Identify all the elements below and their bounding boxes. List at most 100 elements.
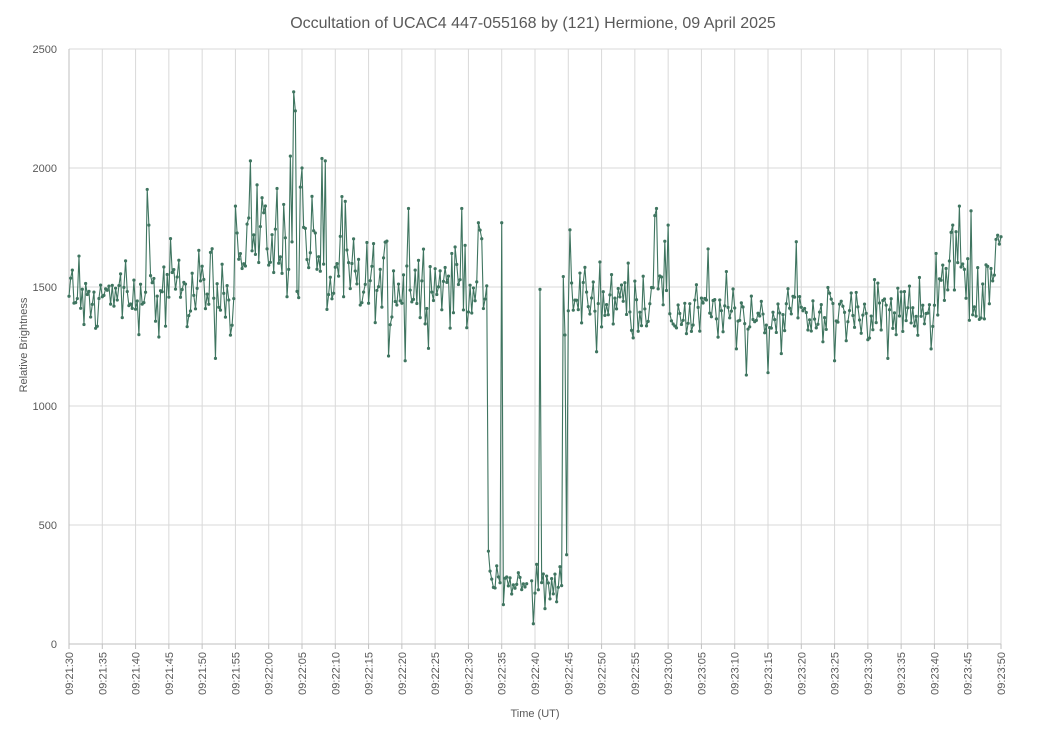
data-point xyxy=(716,335,720,339)
data-point xyxy=(551,592,555,596)
data-point xyxy=(676,303,680,307)
data-point xyxy=(822,315,827,320)
data-point xyxy=(989,266,993,271)
data-point xyxy=(353,269,357,273)
data-point xyxy=(723,304,727,308)
data-point xyxy=(87,289,91,293)
data-point xyxy=(390,315,394,319)
data-point xyxy=(178,295,183,299)
data-point xyxy=(363,282,367,286)
data-point xyxy=(804,310,808,315)
data-point xyxy=(99,283,103,287)
data-point xyxy=(766,371,770,375)
data-point xyxy=(799,305,803,309)
tick-labels: 0 500 1000 1500 2000 2500 09:21:30 09:21:35 09:2… xyxy=(33,44,1008,695)
data-point xyxy=(891,326,895,330)
data-point xyxy=(992,273,996,277)
data-point xyxy=(942,298,947,302)
data-point xyxy=(90,302,94,306)
data-point xyxy=(606,313,610,317)
data-point xyxy=(117,283,121,288)
data-point xyxy=(856,305,860,309)
data-point xyxy=(175,275,179,279)
data-point xyxy=(148,273,153,278)
data-point xyxy=(79,306,83,310)
data-point xyxy=(523,585,527,589)
data-point xyxy=(408,288,412,292)
data-point xyxy=(92,290,96,294)
data-point xyxy=(228,333,233,337)
data-point xyxy=(580,321,584,325)
data-point xyxy=(857,318,862,322)
data-point xyxy=(839,299,843,303)
data-point xyxy=(618,295,622,299)
data-point xyxy=(919,314,923,318)
data-point xyxy=(338,234,342,238)
data-point xyxy=(518,575,522,580)
data-point xyxy=(441,279,446,283)
data-point xyxy=(644,324,649,328)
data-point xyxy=(778,311,782,315)
data-point xyxy=(754,318,758,323)
data-point xyxy=(936,313,940,317)
data-point xyxy=(213,356,218,360)
data-point xyxy=(586,304,590,309)
data-point xyxy=(243,264,248,268)
data-point xyxy=(446,274,451,278)
series-line xyxy=(68,91,528,606)
data-point xyxy=(887,308,892,312)
x-tick-label: 09:23:05 xyxy=(696,652,708,695)
data-point xyxy=(403,359,407,363)
x-tick-label: 09:22:40 xyxy=(530,652,542,695)
data-point xyxy=(475,280,479,284)
data-point xyxy=(438,269,442,273)
data-point xyxy=(435,292,439,297)
data-point xyxy=(203,307,208,311)
x-tick-label: 09:22:50 xyxy=(597,652,609,695)
data-point xyxy=(628,310,632,314)
data-point xyxy=(436,285,441,289)
data-point xyxy=(944,266,948,271)
data-point xyxy=(385,239,389,243)
data-point xyxy=(150,281,154,285)
data-point xyxy=(719,309,724,313)
data-point xyxy=(257,260,261,265)
data-point xyxy=(847,308,852,313)
data-point xyxy=(371,242,376,246)
data-point xyxy=(533,591,537,595)
data-point xyxy=(651,286,655,290)
data-point xyxy=(333,265,337,269)
data-point xyxy=(589,296,594,300)
data-point xyxy=(664,288,669,293)
data-point xyxy=(381,256,386,260)
data-point xyxy=(546,581,550,585)
data-point xyxy=(188,309,193,313)
data-point xyxy=(556,585,560,589)
data-point xyxy=(921,303,925,307)
data-point xyxy=(739,301,743,305)
data-point xyxy=(330,297,334,301)
data-point xyxy=(82,322,86,327)
data-point xyxy=(137,333,141,337)
data-point xyxy=(471,286,476,290)
data-point xyxy=(112,304,116,308)
data-point xyxy=(788,306,792,310)
data-point xyxy=(876,281,880,285)
data-point xyxy=(153,319,158,323)
data-point xyxy=(327,292,331,297)
data-point xyxy=(443,265,447,270)
data-point xyxy=(366,301,371,305)
data-point xyxy=(342,295,346,299)
data-point xyxy=(698,329,702,333)
data-point xyxy=(260,196,264,200)
data-point xyxy=(433,267,437,271)
data-point xyxy=(724,269,728,274)
data-point xyxy=(832,359,837,363)
data-point xyxy=(230,323,234,327)
data-point xyxy=(729,309,733,313)
data-point xyxy=(223,315,228,319)
data-point xyxy=(350,261,354,266)
data-point xyxy=(874,321,878,325)
data-point xyxy=(693,298,697,302)
data-point xyxy=(571,308,575,312)
